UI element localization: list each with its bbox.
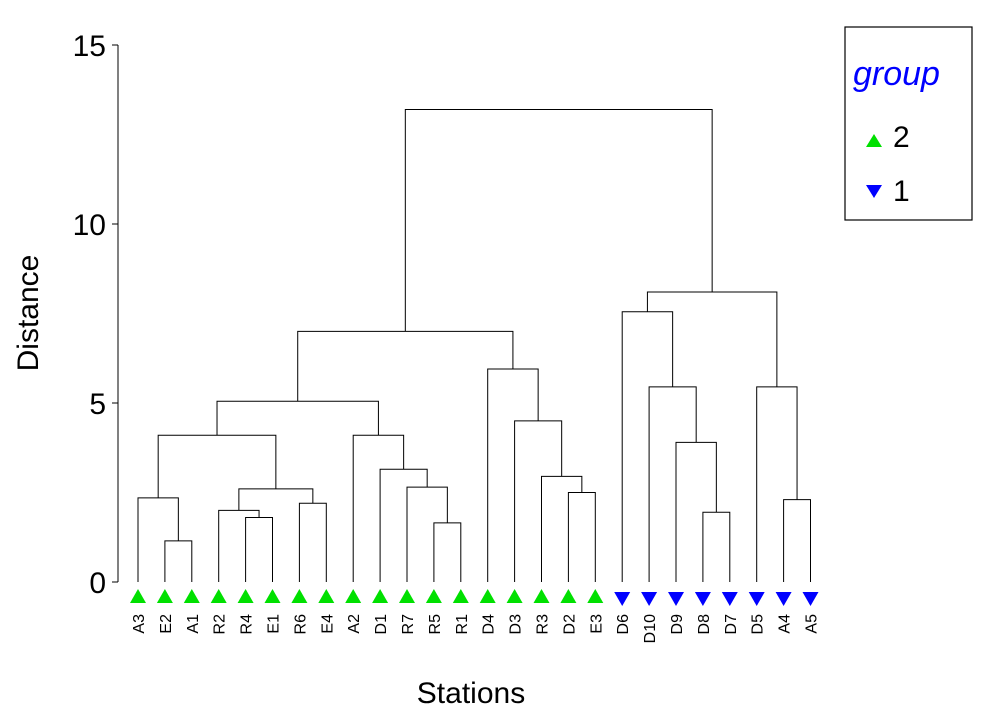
leaf-marker-e2 <box>156 589 173 603</box>
leaf-marker-a5 <box>802 592 819 606</box>
y-axis: 0 5 10 15 <box>73 30 119 600</box>
dendrogram-link-m23 <box>756 386 798 582</box>
leaf-label-d6: D6 <box>615 614 632 635</box>
leaf-marker-a3 <box>130 589 146 603</box>
leaf-marker-a4 <box>775 592 792 606</box>
dendrogram-link-m22 <box>783 499 811 582</box>
leaf-label-d2: D2 <box>561 614 578 635</box>
dendrogram-link-m1 <box>164 540 193 582</box>
legend-title: group <box>853 55 940 93</box>
dendrogram-link-m25 <box>404 108 713 332</box>
x-axis-title: Stations <box>417 677 525 710</box>
legend-label-group-1: 1 <box>893 175 910 208</box>
dendrogram-link-m11 <box>352 434 405 582</box>
dendrogram-link-m12 <box>216 400 379 436</box>
leaf-marker-a1 <box>183 589 200 603</box>
leaf-label-r6: R6 <box>292 614 309 635</box>
dendrogram-link-m18 <box>702 511 731 582</box>
legend-frame <box>844 26 973 221</box>
dendrogram-link-m24 <box>646 291 778 387</box>
dendrogram-link-m10 <box>379 468 428 582</box>
leaf-marker-r3 <box>533 589 550 603</box>
leaf-marker-d9 <box>668 592 684 606</box>
leaf-marker-r2 <box>210 589 227 603</box>
leaf-marker-e3 <box>587 589 604 603</box>
leaf-label-r3: R3 <box>535 614 552 635</box>
dendrogram-link-m2 <box>137 497 179 582</box>
leaf-label-a5: A5 <box>804 614 821 634</box>
leaf-marker-d4 <box>479 589 496 603</box>
y-tick-label: 10 <box>73 209 106 242</box>
legend-marker-group-2 <box>866 134 882 147</box>
leaf-marker-d3 <box>506 589 523 603</box>
leaf-marker-d10 <box>641 592 658 606</box>
y-axis-title: Distance <box>12 255 45 372</box>
leaf-label-a3: A3 <box>131 614 148 634</box>
dendrogram-link-m3 <box>245 517 273 582</box>
leaf-label-e4: E4 <box>319 614 336 634</box>
y-tick-label: 5 <box>89 388 106 421</box>
leaf-label-e3: E3 <box>588 614 605 634</box>
leaf-label-r4: R4 <box>239 614 256 635</box>
leaf-label-d1: D1 <box>373 614 390 635</box>
leaf-label-a1: A1 <box>185 614 202 634</box>
leaf-label-d7: D7 <box>723 614 740 635</box>
leaf-label-a2: A2 <box>346 614 363 634</box>
dendrogram-link-m13 <box>567 492 596 582</box>
y-tick-label: 0 <box>89 567 106 600</box>
leaf-marker-e4 <box>318 589 335 603</box>
leaf-marker-r4 <box>237 589 254 603</box>
leaf-marker-d6 <box>614 592 631 606</box>
dendrogram-link-m4 <box>218 509 260 582</box>
dendrogram-link-m21 <box>621 311 674 582</box>
dendrogram-link-m8 <box>433 522 462 582</box>
dendrogram-link-m16 <box>487 368 539 582</box>
legend-marker-group-1 <box>866 185 882 198</box>
leaves: A3 E2 A1 R2 R4 E1 R6 E4 A2 D1 R7 R5 R1 D4 D3 R3 D2 E3 D6 D1… <box>130 589 821 643</box>
leaf-label-d3: D3 <box>508 614 525 635</box>
leaf-label-r5: R5 <box>427 614 444 635</box>
leaf-marker-r7 <box>399 589 415 603</box>
leaf-marker-e1 <box>264 589 281 603</box>
leaf-label-e2: E2 <box>158 614 175 634</box>
y-tick-label: 15 <box>73 30 106 63</box>
leaf-marker-a2 <box>345 589 362 603</box>
leaf-label-r2: R2 <box>212 614 229 635</box>
dendrogram-link-m20 <box>648 386 697 582</box>
dendrogram-link-m17 <box>297 330 514 402</box>
leaf-label-r1: R1 <box>454 614 471 635</box>
legend: group 2 1 <box>844 26 973 221</box>
leaf-marker-r1 <box>452 589 469 603</box>
leaf-label-d9: D9 <box>669 614 686 635</box>
leaf-marker-d2 <box>560 589 577 603</box>
leaf-marker-r5 <box>425 589 442 603</box>
leaf-marker-d5 <box>748 592 765 606</box>
dendrogram-link-m15 <box>514 420 563 582</box>
leaf-marker-r6 <box>291 589 308 603</box>
leaf-marker-d1 <box>372 589 389 603</box>
dendrogram-link-m6 <box>238 488 314 511</box>
dendrogram-branches <box>137 108 811 582</box>
leaf-marker-d8 <box>694 592 711 606</box>
leaf-label-d5: D5 <box>750 614 767 635</box>
leaf-label-e1: E1 <box>266 614 283 634</box>
dendrogram-link-m9 <box>406 486 448 582</box>
leaf-label-d4: D4 <box>481 614 498 635</box>
leaf-label-a4: A4 <box>777 614 794 634</box>
leaf-label-r7: R7 <box>400 614 417 635</box>
legend-label-group-2: 2 <box>893 121 910 154</box>
leaf-label-d10: D10 <box>642 614 659 643</box>
leaf-marker-d7 <box>721 592 738 606</box>
leaf-label-d8: D8 <box>696 614 713 635</box>
dendrogram-link-m5 <box>298 502 327 582</box>
